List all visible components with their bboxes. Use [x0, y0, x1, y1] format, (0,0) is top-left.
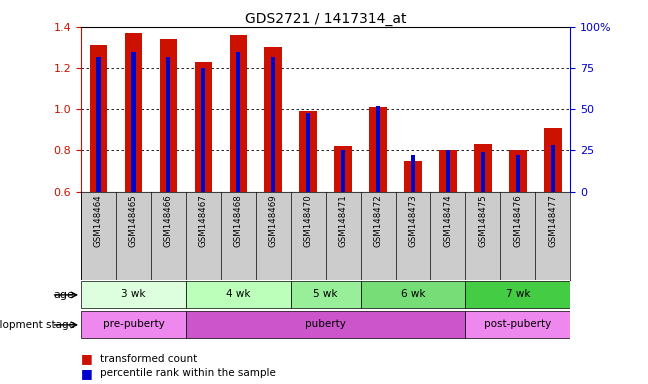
- Text: ■: ■: [81, 353, 93, 366]
- Bar: [132, 51, 135, 192]
- Bar: [411, 156, 415, 192]
- Text: post-puberty: post-puberty: [484, 319, 551, 329]
- Text: transformed count: transformed count: [100, 354, 198, 364]
- Bar: [446, 151, 450, 192]
- Bar: [159, 39, 177, 192]
- Bar: [299, 111, 317, 192]
- Bar: [369, 107, 387, 192]
- Bar: [202, 68, 205, 192]
- Bar: [229, 35, 247, 192]
- Text: ■: ■: [81, 367, 93, 380]
- Bar: [404, 161, 422, 192]
- Bar: [124, 33, 142, 192]
- Bar: [516, 156, 520, 192]
- Bar: [97, 56, 100, 192]
- Text: GSM148466: GSM148466: [164, 194, 173, 247]
- Text: GSM148464: GSM148464: [94, 194, 103, 247]
- Text: 3 wk: 3 wk: [121, 289, 146, 299]
- Text: GSM148472: GSM148472: [373, 194, 382, 247]
- Text: 6 wk: 6 wk: [400, 289, 425, 299]
- Text: age: age: [54, 290, 75, 300]
- Text: GSM148476: GSM148476: [513, 194, 522, 247]
- Text: 4 wk: 4 wk: [226, 289, 251, 299]
- Bar: [264, 48, 282, 192]
- Text: puberty: puberty: [305, 319, 346, 329]
- Text: GSM148468: GSM148468: [234, 194, 243, 247]
- Bar: [360, 281, 465, 308]
- Bar: [551, 146, 555, 192]
- Text: 5 wk: 5 wk: [314, 289, 338, 299]
- Bar: [481, 152, 485, 192]
- Bar: [89, 45, 107, 192]
- Bar: [194, 62, 212, 192]
- Text: GSM148473: GSM148473: [408, 194, 417, 247]
- Bar: [236, 51, 240, 192]
- Bar: [271, 56, 275, 192]
- Text: GSM148477: GSM148477: [548, 194, 557, 247]
- Bar: [186, 281, 291, 308]
- Bar: [474, 144, 492, 192]
- Bar: [291, 281, 360, 308]
- Bar: [81, 281, 186, 308]
- Text: 7 wk: 7 wk: [505, 289, 530, 299]
- Bar: [167, 56, 170, 192]
- Bar: [439, 151, 457, 192]
- Text: GSM148474: GSM148474: [443, 194, 452, 247]
- Title: GDS2721 / 1417314_at: GDS2721 / 1417314_at: [245, 12, 406, 26]
- Text: GSM148475: GSM148475: [478, 194, 487, 247]
- Bar: [334, 146, 352, 192]
- Text: GSM148470: GSM148470: [304, 194, 312, 247]
- Bar: [81, 311, 186, 338]
- Bar: [306, 113, 310, 192]
- Bar: [465, 281, 570, 308]
- Bar: [465, 311, 570, 338]
- Text: GSM148469: GSM148469: [269, 194, 278, 247]
- Bar: [509, 151, 527, 192]
- Text: development stage: development stage: [0, 320, 75, 330]
- Text: GSM148467: GSM148467: [199, 194, 208, 247]
- Bar: [341, 151, 345, 192]
- Text: GSM148471: GSM148471: [339, 194, 347, 247]
- Text: GSM148465: GSM148465: [129, 194, 138, 247]
- Bar: [544, 128, 562, 192]
- Text: percentile rank within the sample: percentile rank within the sample: [100, 368, 276, 378]
- Text: pre-puberty: pre-puberty: [102, 319, 165, 329]
- Bar: [376, 106, 380, 192]
- Bar: [186, 311, 465, 338]
